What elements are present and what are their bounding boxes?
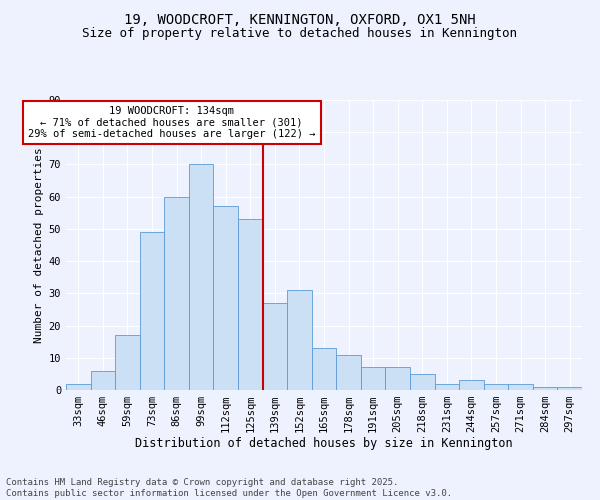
Bar	[385, 368, 410, 390]
Bar	[508, 384, 533, 390]
Bar	[66, 384, 91, 390]
Text: 19 WOODCROFT: 134sqm
← 71% of detached houses are smaller (301)
29% of semi-deta: 19 WOODCROFT: 134sqm ← 71% of detached h…	[28, 106, 316, 139]
Bar	[410, 374, 434, 390]
Bar	[140, 232, 164, 390]
Bar	[263, 303, 287, 390]
Bar	[164, 196, 189, 390]
Bar	[533, 387, 557, 390]
Bar	[91, 370, 115, 390]
Text: Contains HM Land Registry data © Crown copyright and database right 2025.
Contai: Contains HM Land Registry data © Crown c…	[6, 478, 452, 498]
Bar	[434, 384, 459, 390]
Bar	[189, 164, 214, 390]
Bar	[115, 335, 140, 390]
X-axis label: Distribution of detached houses by size in Kennington: Distribution of detached houses by size …	[135, 436, 513, 450]
Bar	[336, 354, 361, 390]
Text: Size of property relative to detached houses in Kennington: Size of property relative to detached ho…	[83, 28, 517, 40]
Y-axis label: Number of detached properties: Number of detached properties	[34, 147, 44, 343]
Bar	[312, 348, 336, 390]
Text: 19, WOODCROFT, KENNINGTON, OXFORD, OX1 5NH: 19, WOODCROFT, KENNINGTON, OXFORD, OX1 5…	[124, 12, 476, 26]
Bar	[557, 387, 582, 390]
Bar	[287, 290, 312, 390]
Bar	[459, 380, 484, 390]
Bar	[214, 206, 238, 390]
Bar	[238, 219, 263, 390]
Bar	[361, 368, 385, 390]
Bar	[484, 384, 508, 390]
